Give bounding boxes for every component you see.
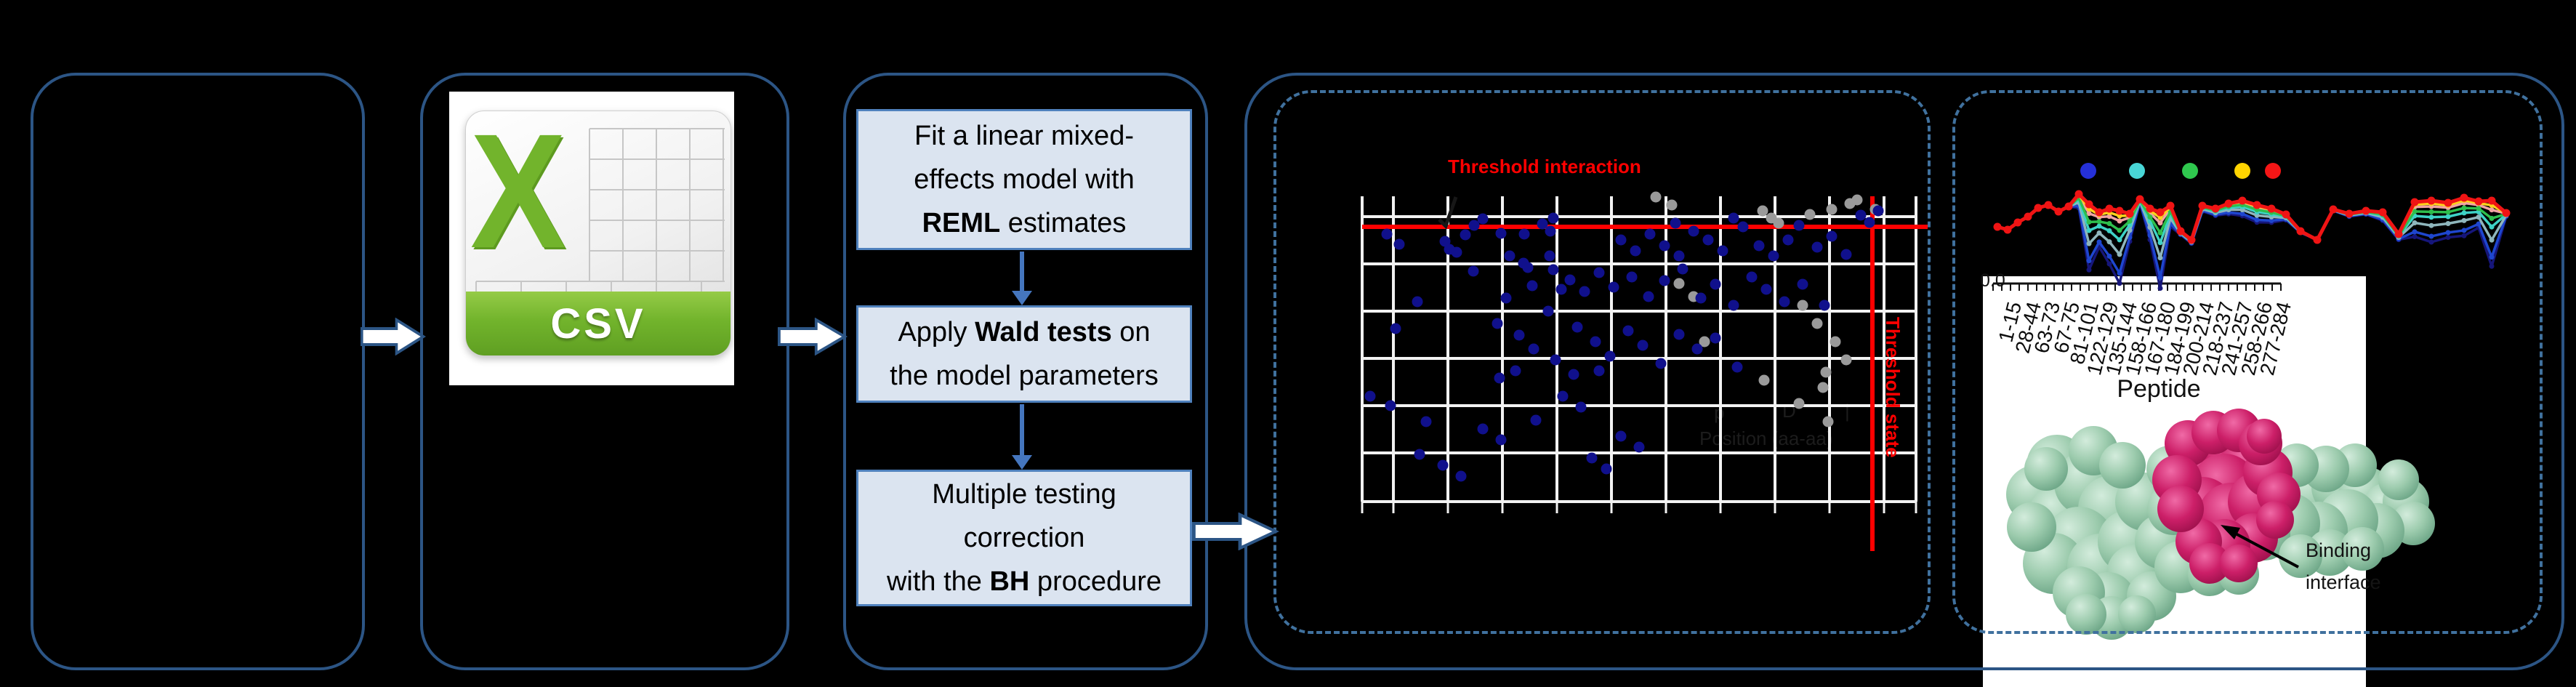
flow-box-reml-line3: REML estimates xyxy=(922,208,1127,238)
down-arrow-icon xyxy=(1012,252,1032,305)
right-arrow-icon xyxy=(1192,513,1279,550)
protein-green-left xyxy=(2006,426,2207,640)
csv-banner: CSV xyxy=(466,292,730,355)
excel-x-glyph: X xyxy=(470,111,566,282)
flow-box-reml-line2: effects model with xyxy=(914,164,1135,195)
flow-box-bh-line1: Multiple testing xyxy=(932,479,1116,510)
binding-interface-label: Binding xyxy=(2306,539,2372,561)
scatter-vline-label: Threshold state xyxy=(1882,317,1904,458)
flow-box-wald-line1: Apply Wald tests on xyxy=(898,317,1151,347)
flow-box-bh: Multiple testing correction with the BH … xyxy=(856,470,1192,606)
down-arrow-icon xyxy=(1012,404,1032,470)
protein-structure-image xyxy=(2006,409,2435,640)
right-arrow-icon xyxy=(778,318,848,355)
protein-peptide-magenta xyxy=(2152,409,2301,584)
legend-dot-yellow xyxy=(2234,163,2250,179)
csv-file-image: X CSV xyxy=(449,92,734,385)
scatter-title: Threshold interaction xyxy=(1448,156,1641,177)
flow-box-reml: Fit a linear mixed- effects model with R… xyxy=(856,109,1192,250)
flow-box-wald: Apply Wald tests on the model parameters xyxy=(856,305,1192,403)
panel-csv xyxy=(420,73,789,670)
csv-banner-label: CSV xyxy=(550,300,646,347)
legend-dot-green xyxy=(2182,163,2198,179)
flow-box-wald-line2: the model parameters xyxy=(890,361,1159,391)
legend-dot-red xyxy=(2265,163,2281,179)
flow-box-reml-line1: Fit a linear mixed- xyxy=(914,121,1134,151)
faint-remnant-text: | xyxy=(1845,400,1850,422)
flow-box-bh-line3: with the BH procedure xyxy=(886,566,1162,597)
legend-dot-cyan xyxy=(2129,163,2145,179)
binding-interface-arrow-icon xyxy=(2221,525,2299,569)
right-arrow-icon xyxy=(361,318,426,355)
legend-dot-blue xyxy=(2080,163,2096,179)
panel-input-empty xyxy=(31,73,365,670)
csv-file-icon: X CSV xyxy=(465,111,731,356)
x-axis-label: Peptide xyxy=(2117,375,2201,403)
panel-statistics-flowchart xyxy=(843,73,1208,670)
binding-interface-label: interface xyxy=(2306,571,2381,593)
flow-box-bh-line2: correction xyxy=(963,523,1085,553)
